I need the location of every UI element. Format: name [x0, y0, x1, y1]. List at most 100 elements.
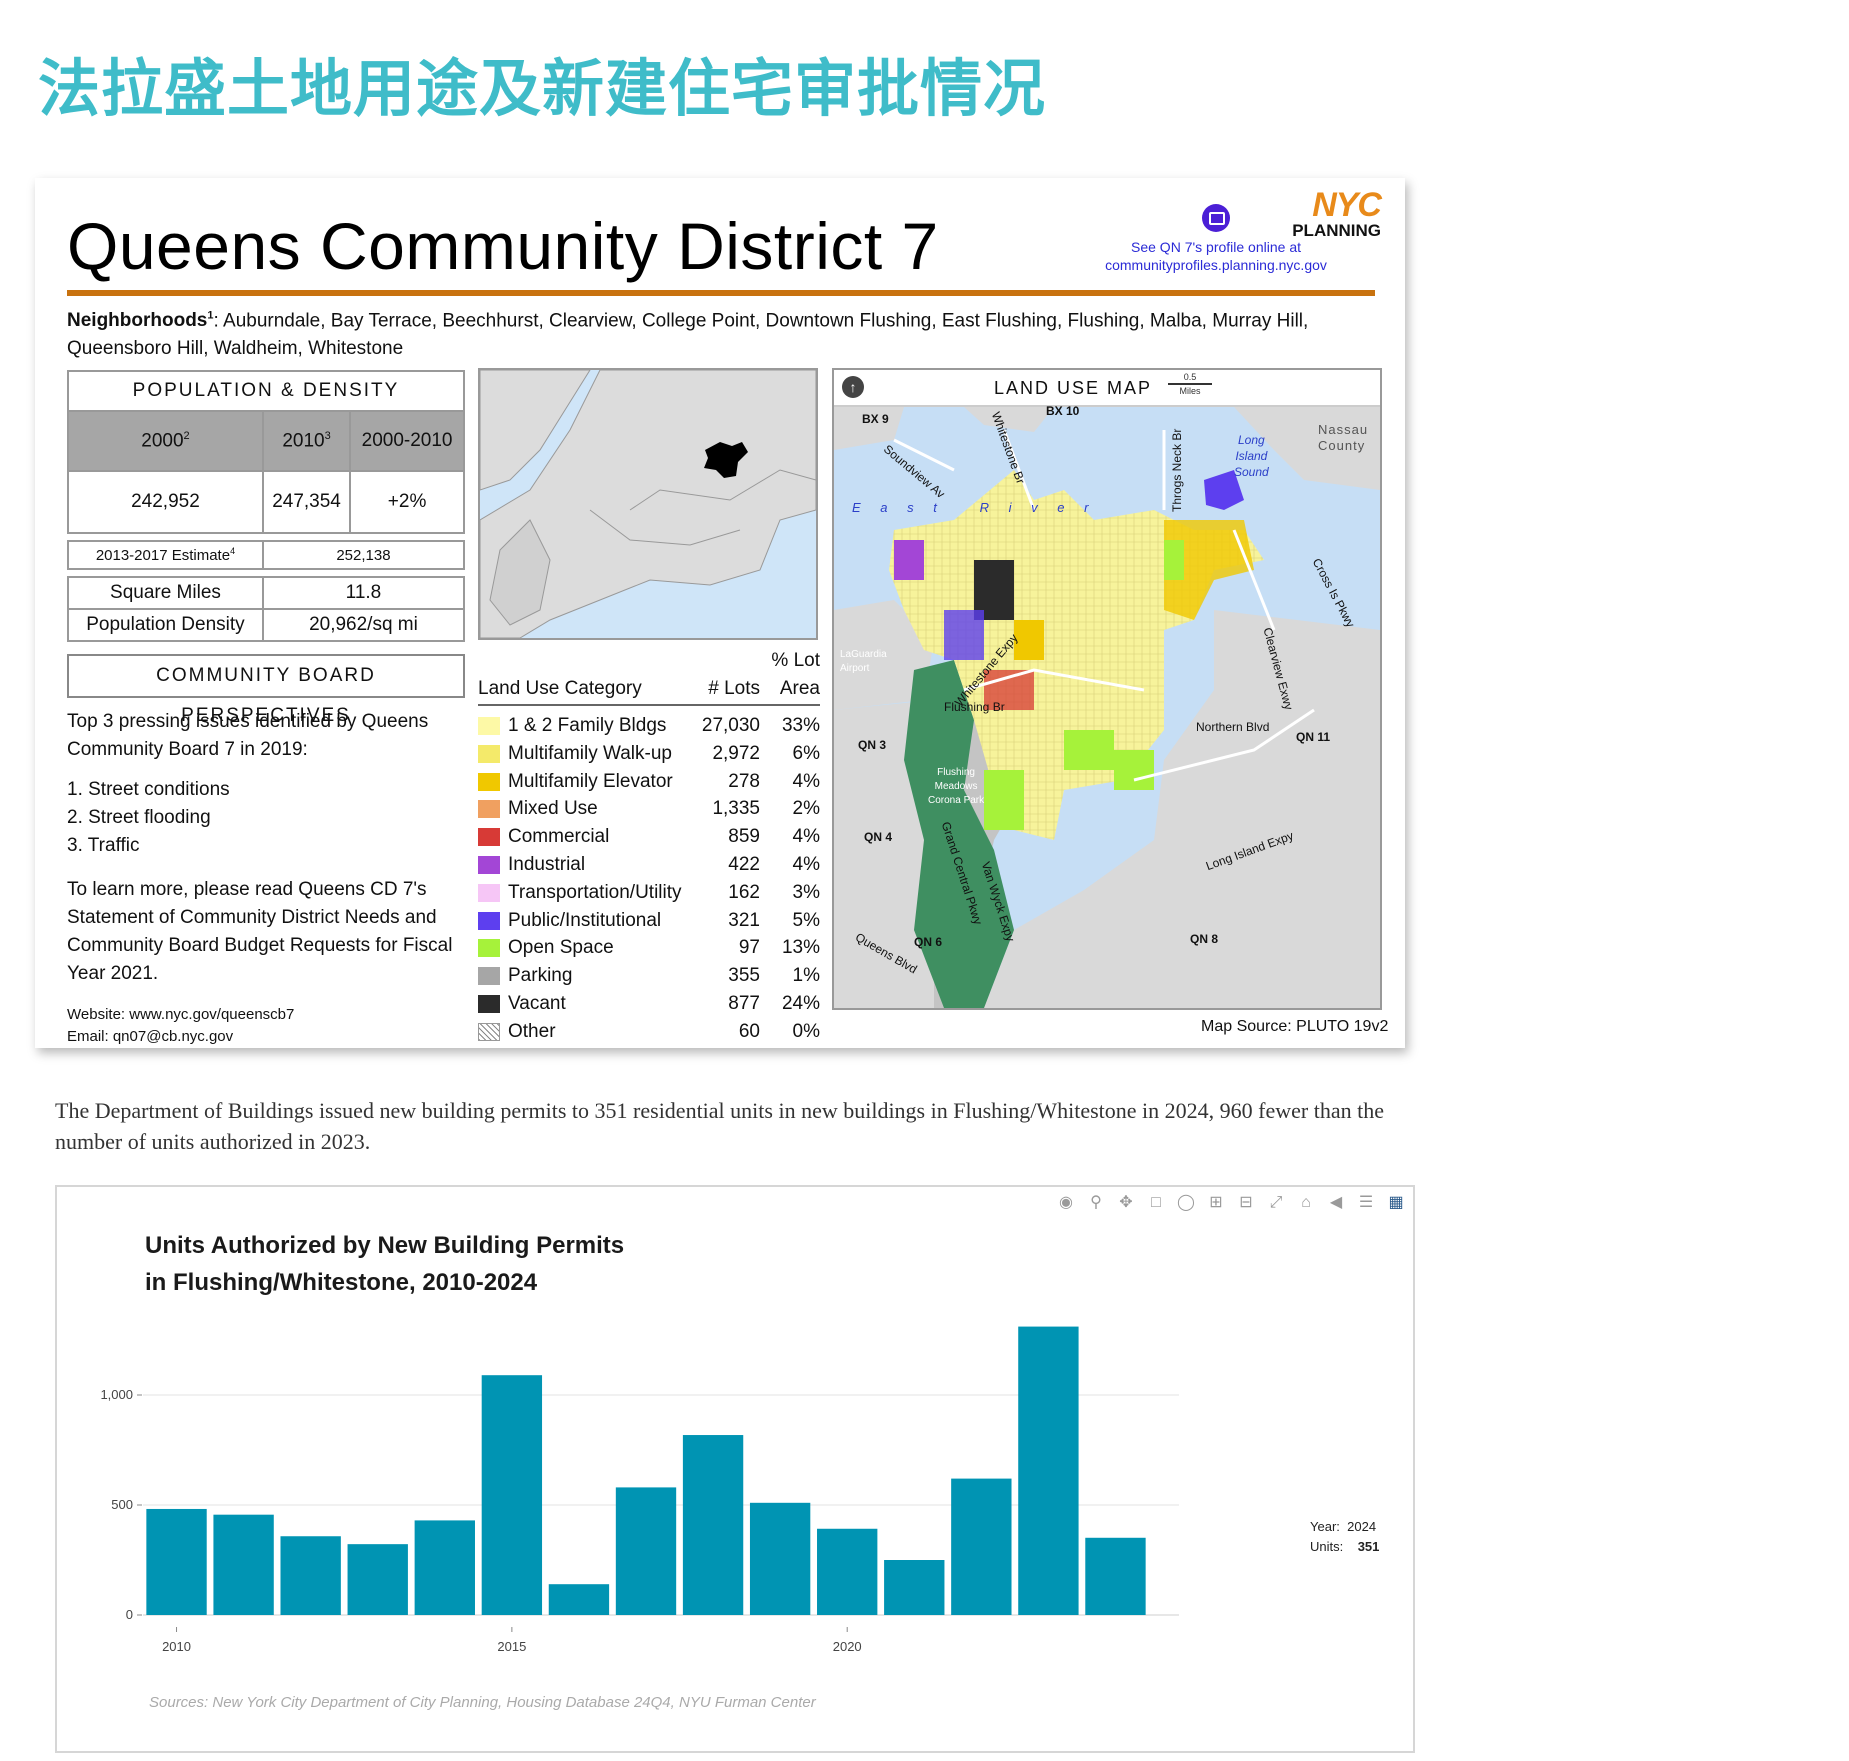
- permits-caption: The Department of Buildings issued new b…: [55, 1098, 1384, 1154]
- bar-2013[interactable]: [347, 1544, 408, 1615]
- zoom-icon[interactable]: ⚲: [1090, 1194, 1102, 1211]
- land-use-area: 5%: [792, 909, 820, 931]
- bar-2019[interactable]: [749, 1502, 811, 1615]
- cb-issue-item: 3. Traffic: [67, 835, 140, 856]
- map-label-east-river: E a s t R i v e r: [852, 500, 1097, 515]
- bar-2020[interactable]: [817, 1528, 878, 1615]
- map-label-qn6: QN 6: [914, 935, 943, 949]
- land-use-swatch: [478, 939, 500, 958]
- plotly-logo-icon[interactable]: ▦: [1388, 1194, 1404, 1211]
- land-use-area: 2%: [792, 798, 820, 820]
- land-use-swatch: [478, 772, 500, 791]
- camera-icon[interactable]: ◉: [1059, 1194, 1073, 1211]
- profile-link-line2[interactable]: communityprofiles.planning.nyc.gov: [1105, 257, 1327, 273]
- bar-2017[interactable]: [615, 1487, 677, 1615]
- profile-link[interactable]: See QN 7's profile online at communitypr…: [1071, 204, 1361, 274]
- zoom-in-icon[interactable]: ⊞: [1209, 1194, 1223, 1211]
- chart-title-line2: in Flushing/Whitestone, 2010-2024: [145, 1269, 538, 1296]
- land-use-area: 6%: [792, 742, 820, 764]
- cb-website[interactable]: Website: www.nyc.gov/queenscb7: [67, 1006, 295, 1023]
- map-label-qn11: QN 11: [1296, 730, 1331, 744]
- autoscale-icon[interactable]: ⤢: [1269, 1194, 1283, 1211]
- hover-units-value: 351: [1357, 1539, 1380, 1554]
- land-use-area: 4%: [792, 853, 820, 875]
- neighborhoods-footnote: 1: [207, 310, 214, 322]
- land-use-row: Mixed Use 1,335 2%: [478, 795, 820, 823]
- land-use-header: Land Use Category # Lots % Lot Area: [478, 644, 820, 706]
- lasso-icon[interactable]: ◯: [1177, 1194, 1195, 1211]
- bar-2018[interactable]: [682, 1435, 744, 1615]
- land-use-row: Commercial 859 4%: [478, 823, 820, 851]
- bar-2012[interactable]: [280, 1536, 341, 1615]
- bar-2014[interactable]: [414, 1520, 475, 1615]
- hover-compare-icon[interactable]: ☰: [1358, 1194, 1374, 1211]
- cb-issue-item: 1. Street conditions: [67, 779, 230, 800]
- scale-value: 0.5: [1183, 372, 1197, 382]
- land-use-swatch: [478, 994, 500, 1013]
- land-use-swatch: [478, 828, 500, 847]
- bar-2023[interactable]: [1018, 1326, 1079, 1615]
- map-label-long-island-sound: Long Island Sound: [1234, 433, 1269, 479]
- land-use-lots: 859: [728, 826, 760, 848]
- map-label-qn4: QN 4: [864, 830, 893, 844]
- community-board-heading-box: COMMUNITY BOARD PERSPECTIVES: [67, 654, 465, 726]
- hover-closest-icon[interactable]: ◀: [1329, 1194, 1343, 1211]
- land-use-area: 13%: [781, 937, 820, 959]
- pop-value-2010: 247,354: [261, 470, 352, 534]
- population-heading: POPULATION & DENSITY: [67, 370, 465, 412]
- density-label: Population Density: [67, 608, 264, 642]
- pan-icon[interactable]: ✥: [1119, 1194, 1133, 1211]
- reset-axes-icon[interactable]: ⌂: [1301, 1194, 1311, 1211]
- land-use-category: Vacant: [508, 992, 566, 1014]
- land-use-area: 1%: [792, 965, 820, 987]
- community-board-text: Top 3 pressing issues identified by Quee…: [67, 708, 467, 1000]
- land-use-lots: 278: [728, 770, 760, 792]
- chart-sources: Sources: New York City Department of Cit…: [149, 1694, 816, 1711]
- bar-2011[interactable]: [213, 1514, 274, 1615]
- pop-col-2000: 20002: [67, 410, 264, 472]
- map-label-laguardia: LaGuardia Airport: [840, 649, 887, 674]
- y-tick-label: 500: [111, 1497, 133, 1512]
- bar-2016[interactable]: [548, 1584, 610, 1615]
- lu-col-category: Land Use Category: [478, 678, 642, 699]
- bar-2022[interactable]: [951, 1478, 1012, 1615]
- district-title: Queens Community District 7: [67, 209, 939, 283]
- lu-col-lots: # Lots: [708, 678, 760, 699]
- profile-link-line1: See QN 7's profile online at: [1131, 239, 1301, 255]
- land-use-category: Commercial: [508, 826, 610, 848]
- box-select-icon[interactable]: □: [1151, 1194, 1161, 1211]
- map-heading: LAND USE MAP: [994, 378, 1153, 398]
- y-tick-label: 0: [126, 1607, 133, 1622]
- logo-nyc: NYC: [1312, 186, 1382, 224]
- x-tick-label: 2015: [497, 1639, 526, 1654]
- hover-year-label: Year:: [1310, 1519, 1340, 1534]
- bar-2010[interactable]: [146, 1508, 207, 1615]
- cb-learn-more: To learn more, please read Queens CD 7's…: [67, 879, 453, 984]
- land-use-swatch: [478, 800, 500, 819]
- map-label-northern: Northern Blvd: [1196, 720, 1270, 734]
- density-value: 20,962/sq mi: [261, 608, 466, 642]
- land-use-swatch: [478, 717, 500, 735]
- cb-email[interactable]: Email: qn07@cb.nyc.gov: [67, 1028, 234, 1045]
- bar-2024[interactable]: [1085, 1537, 1146, 1615]
- nyc-planning-logo: NYC PLANNING: [1281, 186, 1382, 239]
- land-use-category: Multifamily Walk-up: [508, 742, 672, 764]
- map-label-bx10: BX 10: [1046, 404, 1080, 418]
- bar-2015[interactable]: [481, 1375, 543, 1615]
- units-bar-chart[interactable]: 0 500 1,000 2010 2015 2020: [57, 1187, 1413, 1751]
- bar-2021[interactable]: [884, 1560, 945, 1615]
- x-tick-label: 2010: [162, 1639, 191, 1654]
- cb-issue-list: 1. Street conditions 2. Street flooding …: [67, 776, 467, 860]
- land-use-map-graphic: [834, 370, 1380, 1008]
- cb-issue-item: 2. Street flooding: [67, 807, 211, 828]
- land-use-row: Parking 355 1%: [478, 962, 820, 990]
- neighborhoods-text: Neighborhoods1: Auburndale, Bay Terrace,…: [67, 302, 1377, 363]
- land-use-category: Public/Institutional: [508, 909, 662, 931]
- land-use-lots: 97: [738, 937, 760, 959]
- zoom-out-icon[interactable]: ⊟: [1239, 1194, 1253, 1211]
- pop-col-change: 2000-2010: [349, 410, 465, 472]
- land-use-swatch: [478, 855, 500, 874]
- land-use-row: Open Space 97 13%: [478, 934, 820, 962]
- locator-map-graphic: [480, 370, 816, 638]
- map-label-qn8: QN 8: [1190, 932, 1219, 946]
